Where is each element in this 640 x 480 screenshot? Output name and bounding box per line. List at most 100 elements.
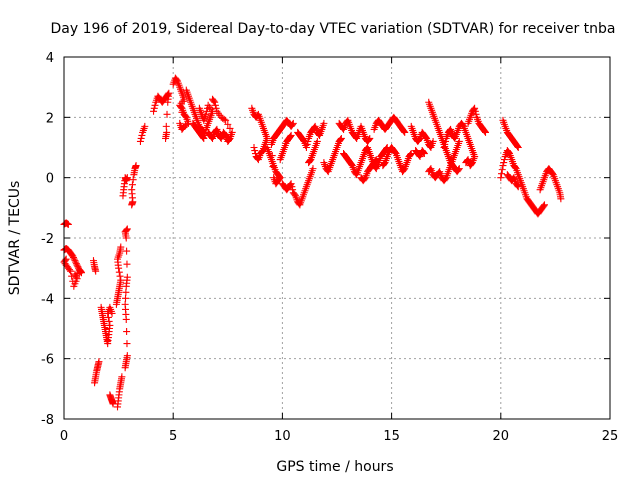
data-point [108, 309, 116, 317]
data-point [128, 186, 136, 194]
data-point [225, 135, 233, 143]
data-point [69, 277, 77, 285]
data-point [72, 258, 80, 266]
data-point [106, 321, 114, 329]
data-point [305, 159, 313, 167]
data-point [304, 137, 312, 145]
data-point [203, 107, 211, 115]
data-point [361, 175, 369, 183]
data-point [116, 272, 124, 280]
data-point [557, 195, 565, 203]
data-point [251, 147, 259, 155]
data-point [455, 166, 463, 174]
data-point [68, 272, 76, 280]
data-point [176, 119, 184, 127]
data-point [104, 313, 112, 321]
data-point [548, 170, 556, 178]
x-tick-label: 5 [169, 429, 177, 444]
data-point [287, 180, 295, 188]
data-point [441, 137, 449, 145]
data-point [137, 134, 145, 142]
y-tick-label: 4 [46, 51, 54, 66]
data-point [117, 276, 125, 284]
data-point [372, 156, 380, 164]
data-point [337, 135, 345, 143]
data-point [407, 151, 415, 159]
data-point [182, 112, 190, 120]
data-point [440, 144, 448, 151]
data-point [505, 149, 513, 157]
data-point [514, 144, 522, 151]
data-point [164, 98, 172, 106]
data-point [95, 358, 103, 366]
data-point [209, 96, 217, 104]
data-point [209, 95, 217, 103]
data-point [401, 128, 409, 136]
x-tick-label: 0 [60, 429, 68, 444]
data-point [69, 254, 77, 262]
data-point [251, 150, 259, 158]
data-point [459, 121, 467, 129]
data-point [305, 158, 313, 166]
data-point [540, 202, 548, 210]
data-point [472, 110, 480, 118]
data-point [204, 101, 212, 109]
y-tick-label: 0 [46, 172, 54, 187]
data-point [74, 263, 82, 271]
data-point [514, 142, 522, 150]
data-point [455, 137, 463, 145]
data-point [213, 107, 221, 115]
data-point [69, 252, 77, 260]
data-point [269, 163, 277, 171]
data-point [268, 152, 276, 160]
plot-frame [63, 56, 611, 420]
x-tick-label: 15 [383, 429, 400, 444]
data-point [482, 128, 490, 136]
data-point [150, 104, 158, 112]
x-tick-label: 10 [274, 429, 291, 444]
data-point [365, 135, 373, 143]
data-point [132, 162, 140, 170]
data-point [123, 260, 131, 268]
data-point [455, 165, 463, 173]
data-point [415, 135, 423, 143]
data-point [318, 125, 326, 133]
data-point [92, 267, 100, 275]
data-point [71, 257, 79, 265]
grid-lines [64, 57, 610, 419]
data-point [540, 201, 548, 209]
data-point [348, 161, 356, 169]
chart-title: Day 196 of 2019, Sidereal Day-to-day VTE… [50, 21, 615, 37]
data-point [514, 183, 522, 191]
data-point [173, 76, 181, 84]
data-point [422, 133, 430, 141]
data-point [468, 160, 476, 168]
data-point [224, 120, 232, 128]
y-axis-label: SDTVAR / TECUs [7, 181, 23, 296]
data-point [121, 300, 129, 308]
data-point [129, 176, 137, 184]
data-point [203, 104, 211, 112]
data-point [257, 149, 265, 157]
data-point [471, 104, 479, 112]
data-point [289, 120, 297, 128]
data-point [289, 186, 297, 194]
data-point [136, 137, 144, 145]
data-point [128, 181, 136, 189]
data-point [253, 154, 261, 162]
data-point [141, 122, 149, 130]
data-point [123, 273, 131, 281]
data-point [288, 183, 296, 191]
data-point [64, 220, 72, 228]
data-point [70, 282, 78, 290]
data-point [177, 103, 185, 111]
data-point [337, 134, 345, 142]
data-point [105, 317, 113, 325]
data-point [195, 104, 203, 112]
data-point [163, 110, 171, 118]
data-point [122, 288, 130, 296]
data-point [400, 127, 408, 135]
data-point [302, 144, 310, 151]
data-point [471, 107, 479, 115]
